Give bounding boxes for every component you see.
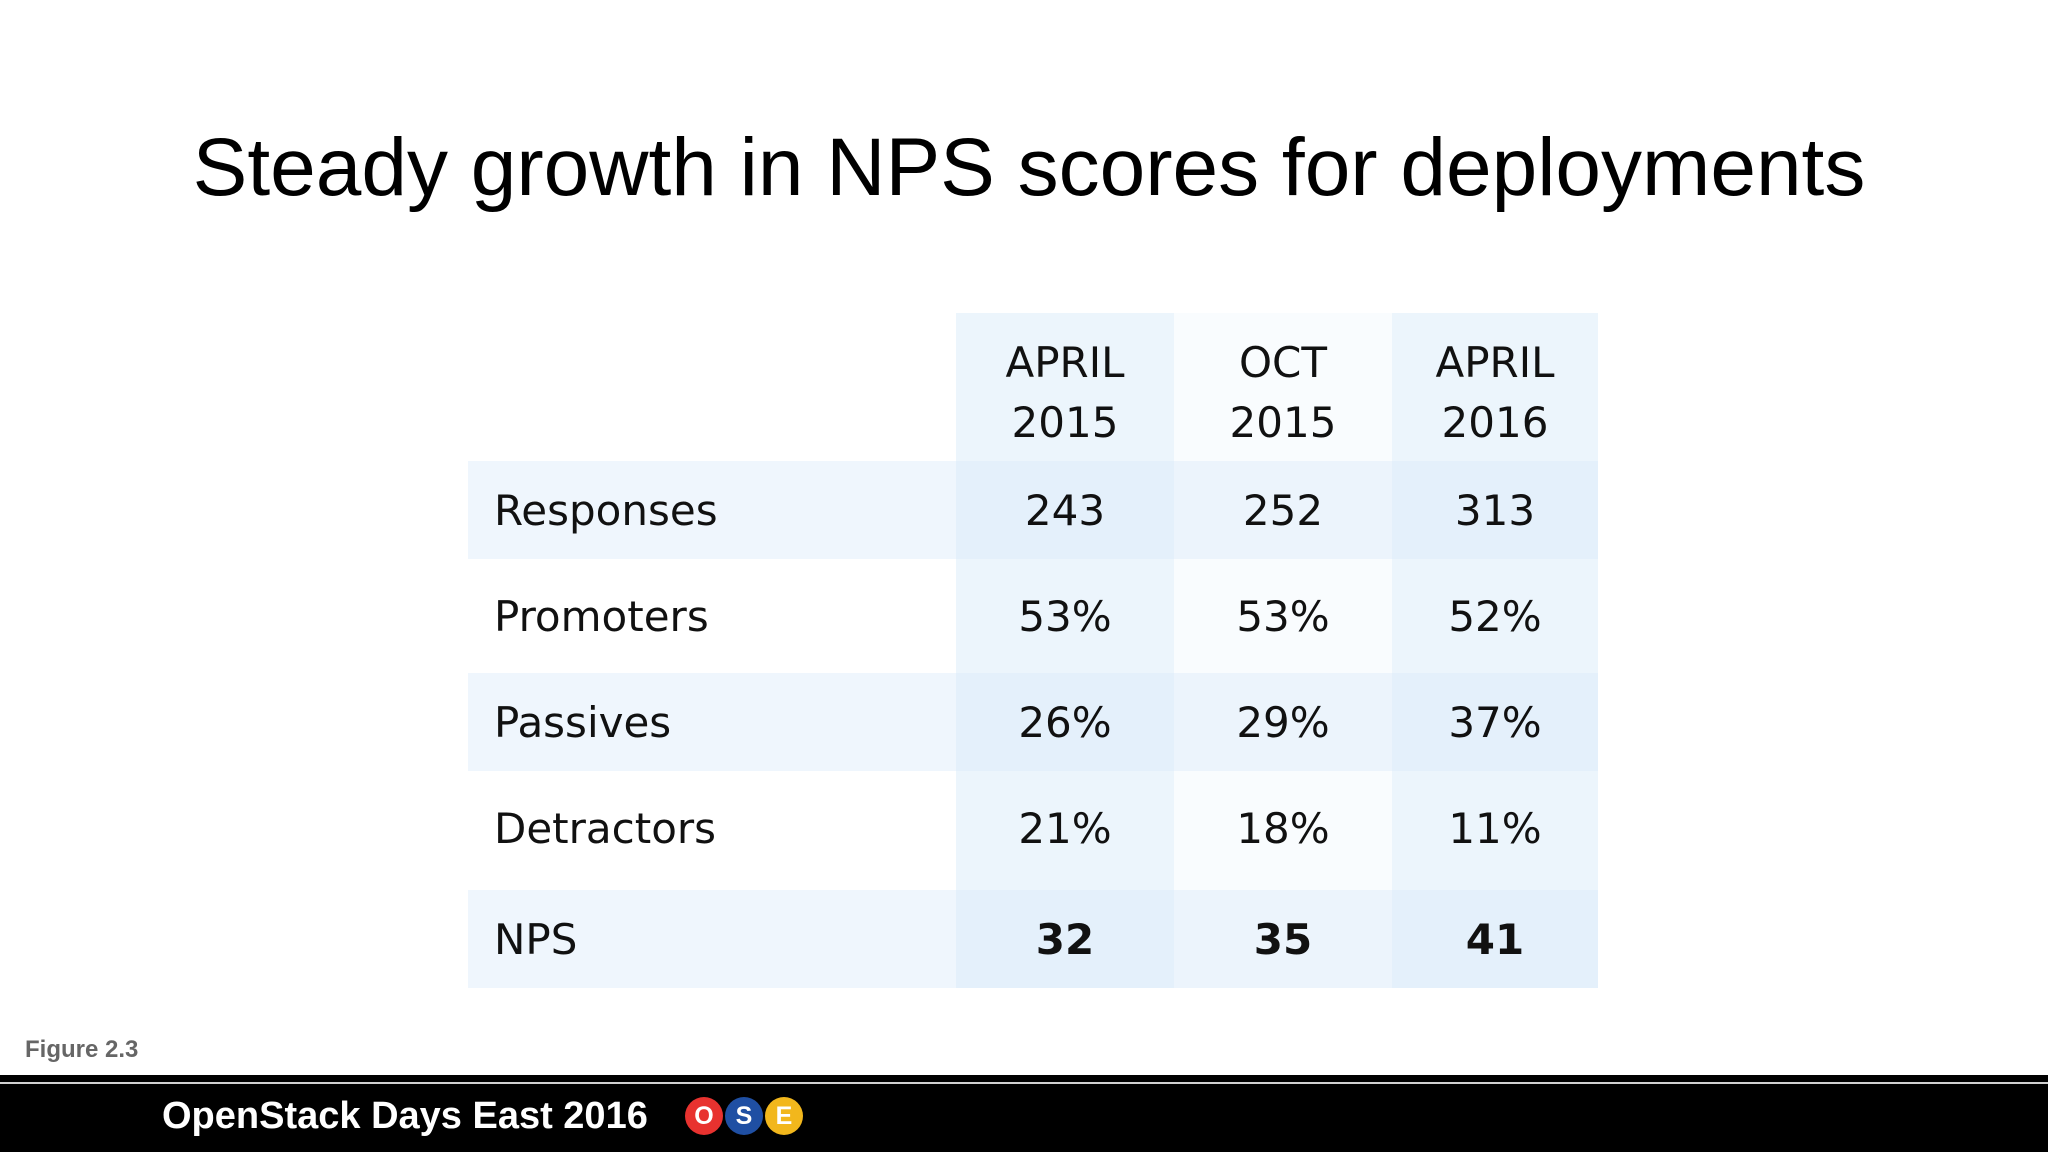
header-month: OCT	[1238, 338, 1328, 387]
slide-title: Steady growth in NPS scores for deployme…	[192, 122, 1866, 213]
table-row-responses: Responses 243 252 313	[468, 461, 1598, 559]
table-cell: 35	[1253, 914, 1313, 964]
row-label: Promoters	[494, 591, 709, 641]
header-month: APRIL	[1435, 338, 1555, 387]
table-cell: 32	[1035, 914, 1095, 964]
table-row-detractors: Detractors 21% 18% 11%	[468, 771, 1598, 885]
logo-badge-s: S	[725, 1097, 763, 1135]
table-cell: 252	[1242, 485, 1324, 535]
table-row-promoters: Promoters 53% 53% 52%	[468, 559, 1598, 673]
header-year: 2016	[1441, 398, 1549, 447]
column-highlight-oct-2015	[1174, 313, 1392, 988]
table-cell: 11%	[1448, 803, 1542, 853]
header-month: APRIL	[1005, 338, 1125, 387]
table-cell: 18%	[1236, 803, 1330, 853]
logo-badge-e: E	[765, 1097, 803, 1135]
table-row-passives: Passives 26% 29% 37%	[468, 673, 1598, 771]
footer-divider	[0, 1082, 2048, 1084]
row-label: NPS	[494, 914, 578, 964]
column-highlight-april-2015	[956, 313, 1174, 988]
table-cell: 313	[1454, 485, 1536, 535]
table-cell: 21%	[1018, 803, 1112, 853]
header-year: 2015	[1011, 398, 1119, 447]
table-cell: 29%	[1236, 697, 1330, 747]
row-label: Detractors	[494, 803, 717, 853]
table-cell: 41	[1465, 914, 1525, 964]
header-oct-2015: OCT 2015	[1174, 333, 1392, 453]
header-year: 2015	[1229, 398, 1337, 447]
nps-table: APRIL 2015 OCT 2015 APRIL 2016 Responses…	[468, 313, 1598, 988]
header-april-2016: APRIL 2016	[1392, 333, 1598, 453]
table-cell: 52%	[1448, 591, 1542, 641]
table-cell: 26%	[1018, 697, 1112, 747]
footer-event-name: OpenStack Days East 2016	[162, 1095, 648, 1137]
footer-bar	[0, 1075, 2048, 1152]
figure-label: Figure 2.3	[25, 1036, 139, 1063]
table-cell: 53%	[1018, 591, 1112, 641]
header-april-2015: APRIL 2015	[956, 333, 1174, 453]
table-cell: 243	[1024, 485, 1106, 535]
table-cell: 53%	[1236, 591, 1330, 641]
table-cell: 37%	[1448, 697, 1542, 747]
table-row-nps: NPS 32 35 41	[468, 890, 1598, 988]
column-highlight-april-2016	[1392, 313, 1598, 988]
row-label: Passives	[494, 697, 672, 747]
row-label: Responses	[494, 485, 718, 535]
logo-badge-o: O	[685, 1097, 723, 1135]
